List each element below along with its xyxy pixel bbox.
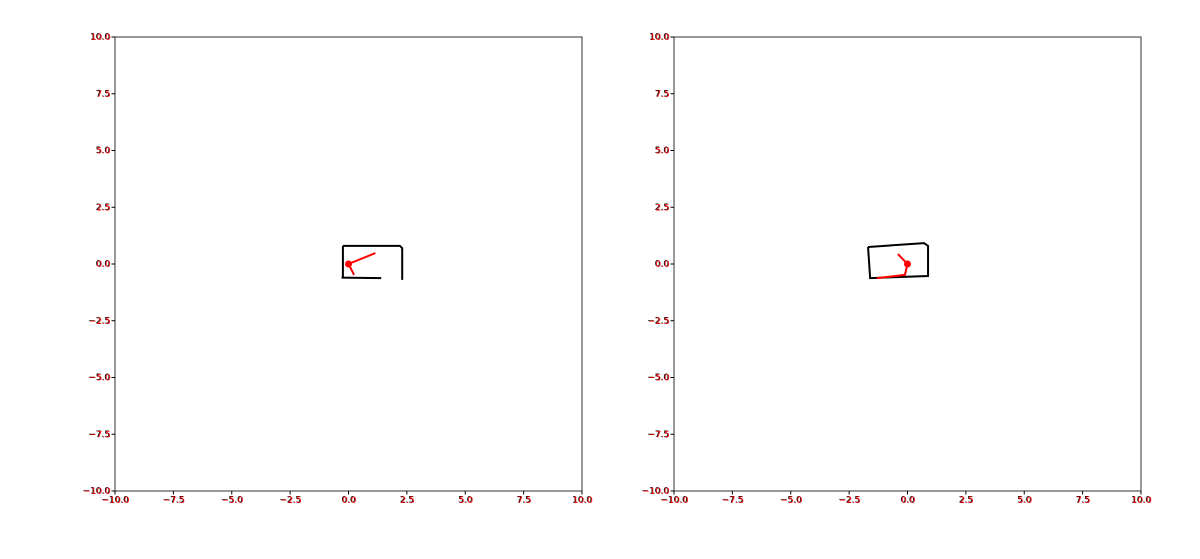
y-tick-label: 0.0: [655, 260, 670, 270]
x-tick-label: 10.0: [573, 496, 593, 506]
point: [904, 260, 911, 268]
x-tick-label: −10.0: [661, 496, 689, 506]
y-tick-label: 2.5: [96, 203, 110, 213]
x-tick-label: 2.5: [959, 496, 973, 506]
x-tick-label: −2.5: [279, 496, 301, 506]
x-tick-label: −5.0: [222, 496, 244, 506]
x-tick-label: −5.0: [781, 496, 803, 506]
y-tick-label: −2.5: [647, 316, 669, 326]
y-tick-label: 10.0: [90, 33, 110, 43]
y-tick-label: 0.0: [96, 260, 111, 270]
y-tick-label: 7.5: [655, 90, 669, 100]
x-tick-label: 0.0: [342, 496, 357, 506]
x-tick-label: 10.0: [1131, 496, 1151, 506]
x-tick-label: 2.5: [400, 496, 414, 506]
y-tick-label: −2.5: [88, 316, 110, 326]
x-tick-label: 7.5: [517, 496, 531, 506]
y-tick-label: 2.5: [655, 203, 669, 213]
x-tick-label: 0.0: [901, 496, 916, 506]
x-tick-label: 2.5: [401, 496, 415, 506]
y-tick-label: 10.0: [649, 33, 669, 43]
scan-line: [867, 242, 930, 280]
point: [345, 260, 352, 268]
x-tick-label: −10.0: [102, 496, 130, 506]
x-tick-label: −5.0: [780, 496, 802, 506]
x-tick-label: 5.0: [459, 496, 474, 506]
y-tick-label: −10.0: [642, 487, 670, 497]
x-tick-label: 10.0: [1132, 496, 1152, 506]
x-tick-label: −2.5: [838, 496, 860, 506]
y-tick-label: −2.5: [89, 317, 111, 327]
y-tick-label: 7.5: [655, 89, 669, 99]
y-tick-label: 10.0: [91, 33, 111, 43]
x-tick-label: 2.5: [960, 496, 974, 506]
x-tick-label: −7.5: [162, 496, 184, 506]
y-tick-label: −10.0: [641, 487, 669, 497]
y-tick-label: −10.0: [83, 487, 111, 497]
x-tick-label: 7.5: [1076, 496, 1090, 506]
scan-line: [341, 244, 404, 280]
y-tick-label: −7.5: [89, 430, 111, 440]
y-tick-label: 5.0: [96, 147, 111, 157]
x-tick-label: −7.5: [163, 496, 185, 506]
y-tick-label: −7.5: [648, 430, 670, 440]
y-tick-label: −10.0: [82, 487, 110, 497]
x-tick-label: 5.0: [458, 496, 473, 506]
y-tick-label: 7.5: [96, 89, 110, 99]
y-tick-label: −2.5: [648, 317, 670, 327]
x-tick-label: 7.5: [516, 496, 530, 506]
y-tick-label: −5.0: [88, 373, 110, 383]
x-tick-label: −7.5: [721, 496, 743, 506]
y-tick-label: −7.5: [647, 430, 669, 440]
x-tick-label: −7.5: [722, 496, 744, 506]
x-tick-label: −10.0: [101, 496, 129, 506]
x-tick-label: 0.0: [900, 496, 915, 506]
y-tick-label: 0.0: [96, 260, 111, 270]
y-tick-label: −5.0: [648, 374, 670, 384]
y-tick-label: −5.0: [647, 373, 669, 383]
x-tick-label: −2.5: [839, 496, 861, 506]
y-tick-label: 7.5: [96, 90, 110, 100]
y-tick-label: −7.5: [88, 430, 110, 440]
x-tick-label: 10.0: [572, 496, 592, 506]
y-tick-label: 0.0: [655, 260, 670, 270]
y-tick-label: −5.0: [89, 374, 111, 384]
y-tick-label: 5.0: [655, 146, 670, 156]
x-tick-label: 7.5: [1075, 496, 1089, 506]
scan-line: [876, 253, 909, 280]
x-tick-label: 5.0: [1018, 496, 1033, 506]
scan-line: [347, 252, 376, 276]
x-tick-label: −2.5: [280, 496, 302, 506]
x-tick-label: −10.0: [660, 496, 688, 506]
y-tick-label: 10.0: [650, 33, 670, 43]
x-tick-label: 0.0: [341, 496, 356, 506]
y-tick-label: 5.0: [655, 147, 670, 157]
y-tick-label: 5.0: [96, 146, 111, 156]
x-tick-label: 5.0: [1017, 496, 1032, 506]
y-tick-label: 2.5: [96, 203, 110, 213]
x-tick-label: −5.0: [221, 496, 243, 506]
y-tick-label: 2.5: [655, 203, 669, 213]
